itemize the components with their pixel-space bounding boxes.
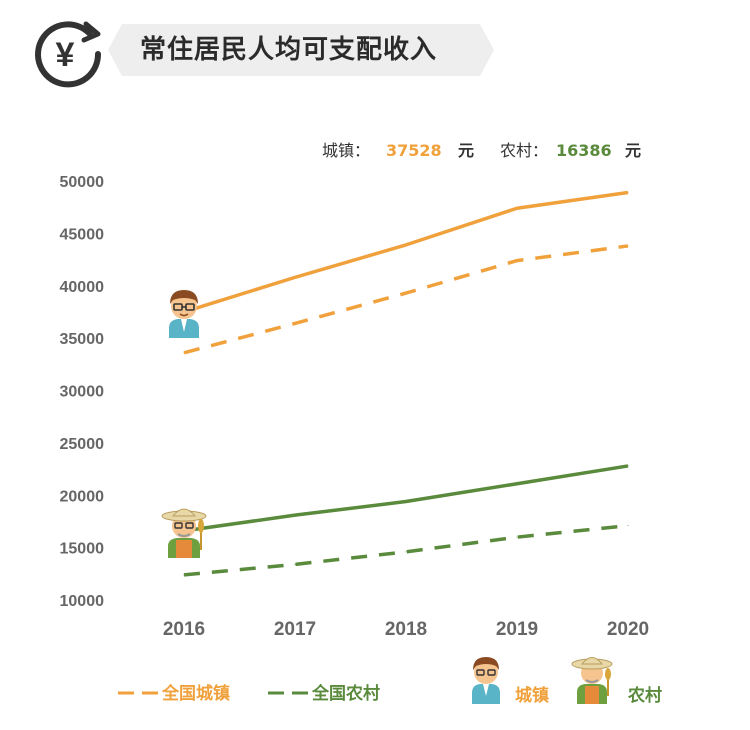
legend-urban-person: 城镇	[515, 685, 549, 706]
series-line-rural-national	[183, 523, 629, 577]
legend-urban-national: 全国城镇	[161, 683, 230, 704]
y-tick-label: 45000	[60, 226, 105, 243]
x-axis-ticks: 2016 2017 2018 2019 2020	[163, 619, 649, 640]
summary-urban-value: 37528	[386, 141, 442, 160]
summary-rural-unit: 元	[625, 141, 641, 160]
urban-resident-icon	[169, 290, 199, 338]
x-tick-label: 2019	[496, 619, 538, 640]
series-line-urban-national	[183, 244, 629, 355]
farmer-icon	[161, 508, 207, 558]
data-point-rural-national	[294, 563, 296, 565]
data-point-urban-national	[516, 260, 518, 262]
svg-text:城镇： 37528 元 农村：: 城镇： 37528 元 农村： 16386 元	[322, 141, 641, 160]
y-tick-label: 25000	[60, 436, 105, 453]
yen-exchange-icon: ¥	[35, 21, 102, 88]
y-tick-label: 35000	[60, 331, 105, 348]
legend-farmer-icon	[571, 657, 613, 704]
legend-rural-national: 全国农村	[311, 683, 380, 704]
svg-text:¥: ¥	[56, 36, 75, 74]
data-point-urban-local	[294, 276, 296, 278]
data-point-rural-national	[627, 525, 629, 527]
y-tick-label: 10000	[60, 593, 105, 610]
y-tick-label: 30000	[60, 384, 105, 401]
data-point-urban-national	[627, 245, 629, 247]
y-tick-label: 50000	[60, 174, 105, 191]
title-banner	[108, 24, 494, 76]
data-point-urban-local	[627, 192, 629, 194]
data-point-rural-national	[183, 574, 185, 576]
legend-urban-icon	[472, 657, 500, 704]
summary-rural-value: 16386	[556, 141, 612, 160]
x-tick-label: 2017	[274, 619, 316, 640]
data-point-rural-national	[516, 536, 518, 538]
data-point-urban-local	[516, 207, 518, 209]
data-point-rural-local	[516, 483, 518, 485]
data-point-rural-local	[405, 501, 407, 503]
x-tick-label: 2018	[385, 619, 427, 640]
data-point-rural-local	[627, 465, 629, 467]
data-point-urban-national	[294, 322, 296, 324]
summary-rural-label: 农村：	[500, 141, 548, 160]
summary-urban-label: 城镇：	[322, 141, 370, 160]
data-point-urban-local	[405, 244, 407, 246]
x-tick-label: 2016	[163, 619, 205, 640]
data-point-urban-national	[183, 352, 185, 354]
data-point-urban-national	[405, 292, 407, 294]
data-point-rural-national	[405, 551, 407, 553]
y-axis-ticks: 50000 45000 40000 35000 30000 25000 20000 15000…	[60, 174, 105, 610]
y-tick-label: 20000	[60, 488, 105, 505]
series-lines	[183, 190, 629, 577]
page-title: 常住居民人均可支配收入	[140, 35, 438, 65]
x-tick-label: 2020	[607, 619, 649, 640]
data-point-rural-local	[294, 514, 296, 516]
y-tick-label: 15000	[60, 541, 105, 558]
y-tick-label: 40000	[60, 279, 105, 296]
legend: 全国城镇 全国农村 城镇 农村	[118, 657, 662, 706]
legend-rural-person: 农村	[627, 685, 662, 706]
summary-urban-unit: 元	[458, 141, 474, 160]
series-line-rural-local	[183, 464, 629, 533]
